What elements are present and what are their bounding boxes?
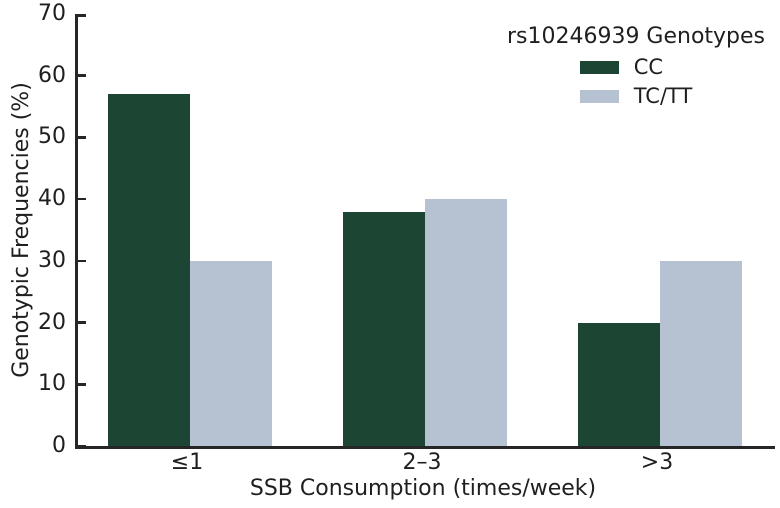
y-tick-mark xyxy=(78,197,86,201)
y-tick-label: 0 xyxy=(52,433,66,458)
bar-CC-2–3 xyxy=(343,211,425,446)
plot-area xyxy=(75,14,775,449)
legend-row: TC/TT xyxy=(579,83,693,109)
bar-TCTT-≤1 xyxy=(190,260,272,446)
y-tick-mark xyxy=(78,321,86,324)
x-tick-label: >3 xyxy=(640,450,674,475)
legend-swatch-icon xyxy=(579,89,619,103)
y-tick-label: 10 xyxy=(38,371,66,397)
y-tick-label: 30 xyxy=(38,247,66,273)
y-tick-mark xyxy=(78,14,86,17)
legend-swatch-icon xyxy=(579,60,619,74)
y-tick-mark xyxy=(78,444,86,448)
bar-CC-≤1 xyxy=(108,94,190,446)
bar-TCTT->3 xyxy=(660,260,742,446)
y-tick-mark xyxy=(78,259,86,263)
legend-label: CC xyxy=(633,55,664,79)
y-tick-label: 40 xyxy=(38,186,66,212)
x-axis-title: SSB Consumption (times/week) xyxy=(249,476,597,501)
legend-label: TC/TT xyxy=(633,84,693,108)
legend-title: rs10246939 Genotypes xyxy=(506,24,766,49)
y-tick-mark xyxy=(78,74,86,77)
y-tick-mark xyxy=(78,383,86,386)
y-tick-label: 50 xyxy=(38,124,66,150)
x-tick-label: ≤1 xyxy=(170,450,204,475)
legend-rows: CC TC/TT xyxy=(579,54,693,109)
bar-TCTT-2–3 xyxy=(425,199,507,446)
legend-row: CC xyxy=(579,54,693,80)
bar-CC->3 xyxy=(578,322,660,446)
y-tick-label: 60 xyxy=(38,62,66,88)
y-tick-mark xyxy=(78,136,86,139)
legend: rs10246939 Genotypes CC TC/TT xyxy=(505,24,767,109)
y-tick-label: 20 xyxy=(38,309,66,335)
x-tick-label: 2–3 xyxy=(402,450,442,475)
y-tick-label: 70 xyxy=(38,1,66,26)
